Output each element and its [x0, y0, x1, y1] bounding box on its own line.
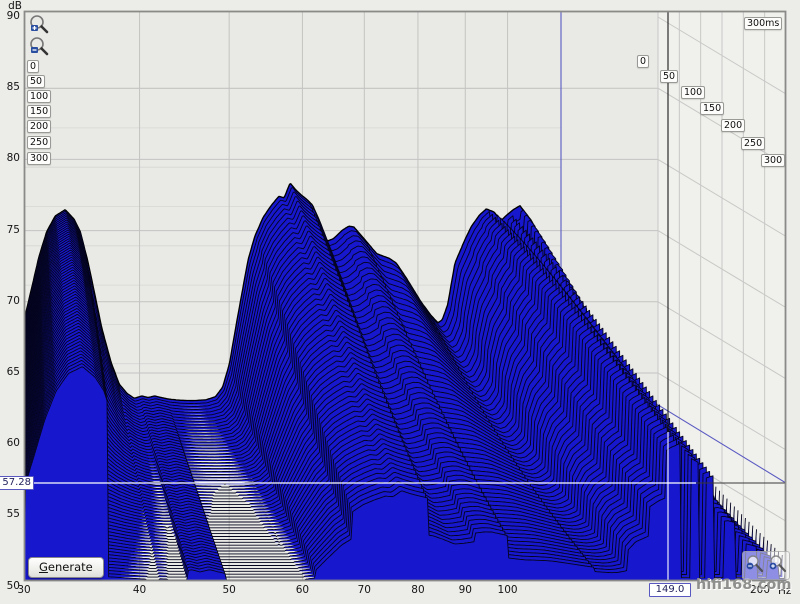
- zoom-in-icon[interactable]: [27, 13, 51, 37]
- zoom-out-magnifier-icon: [746, 555, 764, 573]
- plot-layers: [24, 11, 786, 581]
- generate-button[interactable]: Generate: [28, 557, 104, 578]
- corner-zoom-widget[interactable]: [742, 551, 790, 580]
- zoom-in-magnifier-icon: [769, 555, 787, 573]
- zoom-out-icon[interactable]: [27, 35, 51, 59]
